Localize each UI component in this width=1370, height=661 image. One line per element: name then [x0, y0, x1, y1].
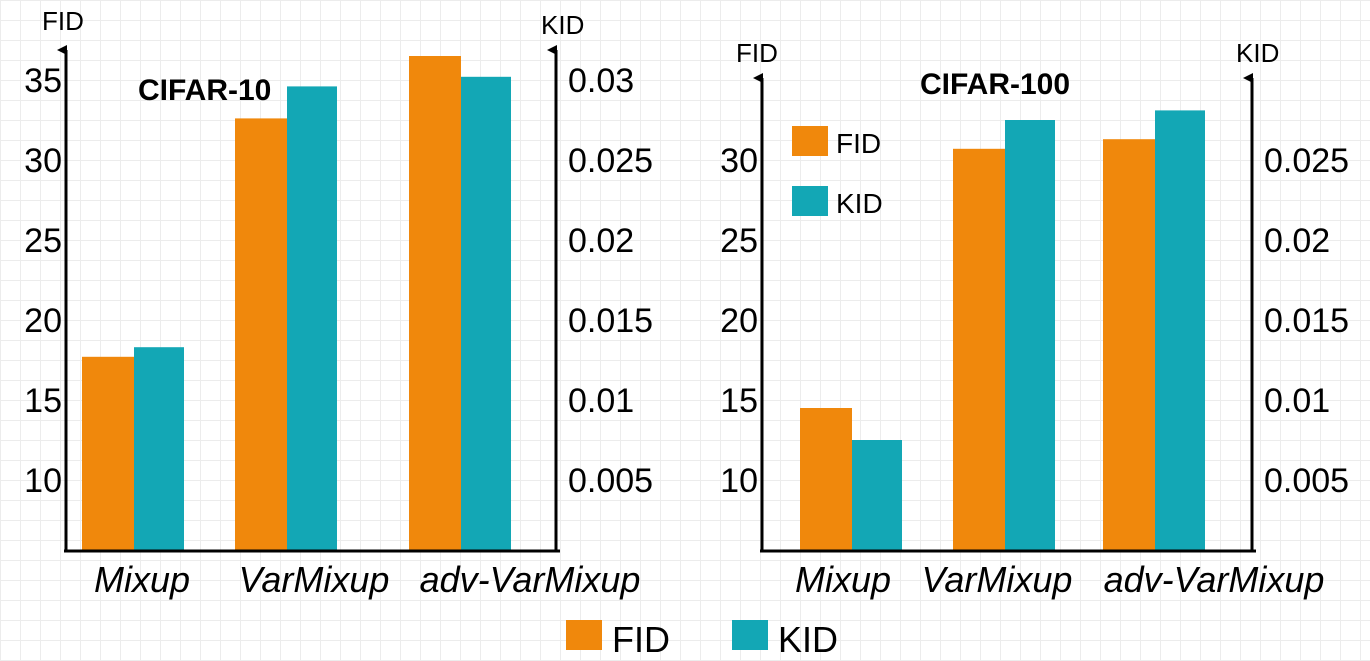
legend-kid-swatch — [732, 620, 768, 650]
cifar10-right-tick-label: 0.02 — [568, 222, 634, 260]
cifar10-bar-fid-adv-varmixup — [409, 56, 461, 551]
cifar100-left-tick-label: 15 — [720, 382, 758, 420]
cifar10-bar-kid-varmixup — [287, 86, 337, 552]
cifar10-left-tick-label: 15 — [24, 382, 62, 420]
bottom-legend: FID KID — [566, 619, 838, 660]
cifar10-bar-kid-adv-varmixup — [461, 76, 511, 552]
cifar10-left-tick-label: 25 — [24, 222, 62, 260]
cifar100-bar-kid-mixup — [852, 440, 902, 551]
cifar100-right-axis-label: KID — [1236, 38, 1279, 68]
cifar100-title: CIFAR-100 — [920, 68, 1070, 101]
cifar10-right-axis-label: KID — [541, 10, 584, 40]
cifar100-bar-fid-mixup — [800, 408, 852, 551]
legend-kid-label: KID — [778, 619, 838, 660]
cifar100-legend-fid-swatch — [792, 126, 828, 156]
cifar10-title: CIFAR-10 — [138, 74, 271, 107]
cifar100-bar-fid-adv-varmixup — [1103, 139, 1155, 551]
cifar10-category-label: Mixup — [94, 559, 190, 600]
cifar10-right-tick-label: 0.005 — [568, 462, 653, 500]
cifar100-right-tick-label: 0.02 — [1264, 222, 1330, 260]
cifar100-panel: FID KID CIFAR-100 FID KID 10 15 20 25 30 0.0… — [720, 38, 1349, 600]
cifar100-bar-kid-varmixup — [1005, 120, 1055, 551]
cifar100-legend-fid-label: FID — [836, 128, 881, 159]
cifar100-right-tick-label: 0.015 — [1264, 302, 1349, 340]
legend-fid-swatch — [566, 620, 602, 650]
cifar10-left-tick-label: 20 — [24, 302, 62, 340]
cifar100-right-tick-label: 0.01 — [1264, 382, 1330, 420]
cifar10-bar-fid-varmixup — [235, 118, 287, 552]
cifar10-category-label: VarMixup — [239, 559, 390, 600]
legend-fid-label: FID — [612, 619, 670, 660]
cifar100-left-tick-label: 25 — [720, 222, 758, 260]
cifar100-category-label: VarMixup — [922, 559, 1073, 600]
cifar100-left-tick-label: 10 — [720, 462, 758, 500]
cifar100-left-tick-label: 20 — [720, 302, 758, 340]
cifar10-right-tick-label: 0.015 — [568, 302, 653, 340]
cifar100-left-tick-label: 30 — [720, 142, 758, 180]
cifar10-panel: FID KID CIFAR-10 10 15 20 25 30 35 0.005 0.01 0… — [24, 6, 653, 600]
cifar10-bar-fid-mixup — [82, 356, 134, 551]
cifar100-right-tick-label: 0.005 — [1264, 462, 1349, 500]
cifar10-right-tick-label: 0.025 — [568, 142, 653, 180]
cifar10-right-tick-label: 0.01 — [568, 382, 634, 420]
cifar10-category-label: adv-VarMixup — [420, 559, 641, 600]
cifar10-left-tick-label: 30 — [24, 142, 62, 180]
cifar10-left-tick-label: 10 — [24, 462, 62, 500]
cifar100-category-label: Mixup — [795, 559, 891, 600]
cifar10-left-tick-label: 35 — [24, 62, 62, 100]
cifar100-right-tick-label: 0.025 — [1264, 142, 1349, 180]
cifar10-bar-kid-mixup — [134, 347, 184, 551]
cifar10-right-tick-label: 0.03 — [568, 62, 634, 100]
cifar100-category-label: adv-VarMixup — [1104, 559, 1325, 600]
cifar10-left-axis-label: FID — [42, 6, 84, 36]
cifar100-left-axis-label: FID — [736, 38, 778, 68]
cifar100-bar-fid-varmixup — [953, 148, 1005, 552]
cifar100-legend-kid-swatch — [792, 186, 828, 216]
cifar100-legend-kid-label: KID — [836, 188, 883, 219]
cifar100-bar-kid-adv-varmixup — [1155, 110, 1205, 552]
